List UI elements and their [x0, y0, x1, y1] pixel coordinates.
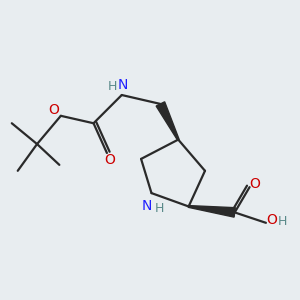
Text: H: H	[278, 215, 287, 228]
Text: O: O	[104, 153, 115, 167]
Text: O: O	[48, 103, 59, 118]
Polygon shape	[188, 206, 235, 217]
Text: N: N	[118, 78, 128, 92]
Text: H: H	[108, 80, 117, 94]
Text: O: O	[250, 177, 260, 191]
Text: H: H	[155, 202, 164, 215]
Text: O: O	[266, 213, 277, 227]
Text: N: N	[142, 199, 152, 213]
Polygon shape	[156, 102, 179, 140]
